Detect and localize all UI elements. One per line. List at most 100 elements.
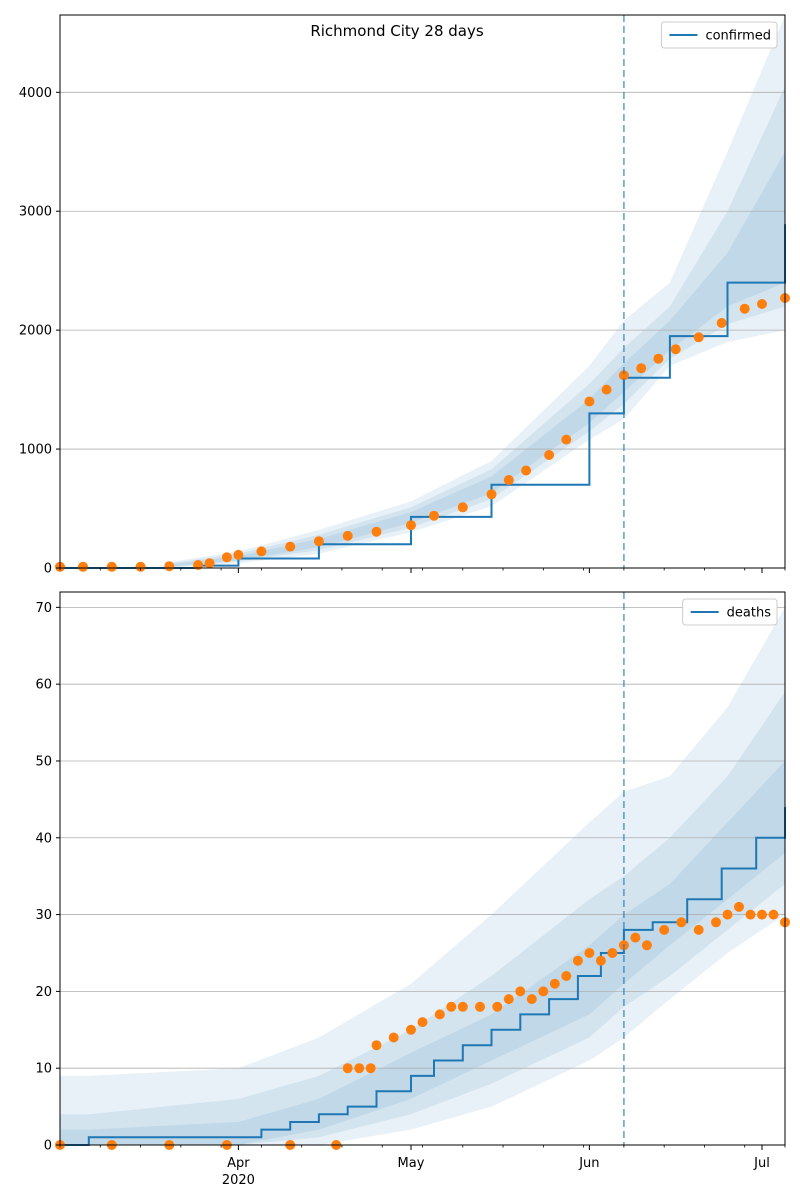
model-line-confirmed (60, 224, 786, 569)
observed-point (313, 536, 324, 547)
observed-point (561, 971, 572, 981)
observed-point (446, 1001, 457, 1012)
observed-point (285, 541, 296, 552)
observed-point (492, 1001, 503, 1012)
observed-point (549, 978, 560, 989)
observed-point (757, 909, 767, 920)
y-tick-label: 60 (35, 678, 52, 693)
uncertainty-band-2 (169, 86, 786, 568)
x-tick-label: Jul (753, 1156, 770, 1171)
observed-point (607, 948, 618, 958)
observed-point (417, 1017, 428, 1028)
confirmed-gridlines (60, 91, 785, 450)
y-tick-label: 1000 (19, 443, 52, 458)
observed-point (221, 552, 232, 563)
observed-point (601, 384, 612, 395)
observed-point (388, 1032, 399, 1043)
uncertainty-band-1 (169, 15, 786, 568)
observed-point (595, 955, 606, 966)
observed-point (486, 489, 497, 500)
observed-point (371, 1040, 382, 1051)
y-tick-label: 20 (35, 985, 52, 1000)
observed-point (503, 475, 514, 485)
observed-point (256, 546, 267, 557)
observed-point (734, 901, 744, 912)
confirmed-x-axis (59, 568, 786, 573)
observed-point (457, 502, 468, 513)
observed-point (434, 1009, 445, 1020)
deaths-y-axis: 0 10 20 30 40 50 60 70 (35, 601, 60, 1154)
deaths-panel: 0 10 20 30 40 50 60 70 Apr 2020 May Jun Jul deaths (35, 591, 790, 1188)
uncertainty-band-3 (169, 151, 786, 567)
confirmed-panel: 0 1000 2000 3000 4000 confirmed (19, 14, 790, 577)
observed-point (204, 558, 215, 569)
confirmed-observed-points (55, 293, 790, 572)
y-tick-label: 70 (35, 601, 52, 616)
observed-point (768, 909, 779, 920)
deaths-model-line (60, 807, 786, 1146)
observed-point (164, 561, 175, 572)
x-tick-label: Apr (227, 1156, 250, 1171)
legend-box (682, 598, 778, 626)
observed-point (653, 353, 664, 364)
confirmed-uncertainty-bands (169, 15, 786, 568)
confirmed-y-axis: 0 1000 2000 3000 4000 (19, 86, 60, 577)
observed-point (670, 344, 681, 355)
observed-point (526, 994, 537, 1005)
observed-point (693, 924, 704, 935)
deaths-legend: deaths (682, 598, 778, 626)
y-tick-label: 0 (44, 1139, 52, 1154)
observed-point (641, 940, 652, 951)
y-tick-label: 4000 (19, 86, 52, 101)
observed-point (475, 1001, 485, 1012)
observed-point (515, 986, 526, 997)
chart-title: Richmond City 28 days (310, 22, 484, 40)
observed-point (406, 1024, 416, 1035)
observed-point (354, 1063, 365, 1074)
observed-point (722, 909, 733, 920)
uncertainty-band-1 (60, 607, 785, 1145)
observed-point (544, 450, 555, 460)
legend-label: deaths (727, 606, 772, 621)
observed-point (745, 909, 756, 920)
model-line-deaths (60, 807, 786, 1146)
observed-point (106, 561, 117, 572)
y-tick-label: 3000 (19, 205, 52, 220)
observed-point (342, 530, 353, 541)
y-tick-label: 2000 (19, 324, 52, 339)
legend-box (660, 21, 778, 49)
y-tick-label: 0 (44, 562, 52, 577)
deaths-gridlines (60, 606, 785, 1069)
observed-point (521, 465, 532, 476)
observed-point (659, 924, 670, 935)
observed-point (757, 299, 767, 309)
confirmed-legend: confirmed (660, 21, 778, 49)
observed-point (371, 526, 382, 537)
observed-point (457, 1001, 468, 1012)
observed-point (503, 994, 514, 1005)
y-tick-label: 50 (35, 754, 52, 769)
observed-point (739, 303, 750, 314)
observed-point (365, 1063, 376, 1074)
observed-point (538, 986, 549, 997)
observed-point (716, 318, 727, 328)
observed-point (636, 363, 647, 374)
observed-point (572, 955, 583, 966)
observed-point (584, 396, 595, 407)
y-tick-label: 10 (35, 1062, 52, 1077)
x-tick-sublabel: 2020 (222, 1173, 255, 1188)
observed-point (630, 932, 641, 943)
observed-point (711, 917, 721, 928)
x-tick-label: May (398, 1156, 425, 1171)
observed-point (135, 561, 146, 572)
observed-point (618, 370, 629, 381)
x-tick-label: Jun (578, 1156, 599, 1171)
observed-point (676, 917, 687, 928)
observed-point (342, 1063, 353, 1074)
observed-point (233, 549, 244, 560)
observed-point (561, 434, 572, 445)
y-tick-label: 30 (35, 908, 52, 923)
observed-point (584, 948, 595, 958)
